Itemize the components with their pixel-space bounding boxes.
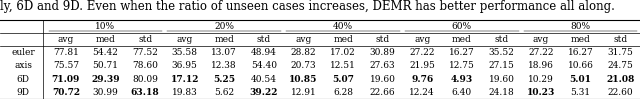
Text: 27.63: 27.63 bbox=[370, 61, 396, 70]
Text: 78.60: 78.60 bbox=[132, 61, 158, 70]
Text: 16.27: 16.27 bbox=[449, 48, 475, 57]
Text: avg: avg bbox=[533, 35, 549, 44]
Text: 5.01: 5.01 bbox=[570, 75, 591, 84]
Text: 6.40: 6.40 bbox=[452, 88, 472, 97]
Text: ly, 6D and 9D. Even when the ratio of unseen cases increases, DEMR has better pe: ly, 6D and 9D. Even when the ratio of un… bbox=[0, 0, 615, 13]
Text: 21.95: 21.95 bbox=[410, 61, 435, 70]
Text: 6D: 6D bbox=[17, 75, 29, 84]
Text: 10.29: 10.29 bbox=[528, 75, 554, 84]
Text: 17.12: 17.12 bbox=[170, 75, 199, 84]
Text: 20.73: 20.73 bbox=[291, 61, 316, 70]
Text: 30.89: 30.89 bbox=[370, 48, 396, 57]
Text: 13.07: 13.07 bbox=[211, 48, 237, 57]
Text: euler: euler bbox=[11, 48, 35, 57]
Text: 35.58: 35.58 bbox=[172, 48, 198, 57]
Text: med: med bbox=[214, 35, 234, 44]
Text: 35.52: 35.52 bbox=[488, 48, 515, 57]
Text: 27.15: 27.15 bbox=[488, 61, 515, 70]
Text: 70.72: 70.72 bbox=[52, 88, 80, 97]
Text: 27.22: 27.22 bbox=[528, 48, 554, 57]
Text: 63.18: 63.18 bbox=[131, 88, 159, 97]
Text: std: std bbox=[138, 35, 152, 44]
Text: 19.60: 19.60 bbox=[488, 75, 515, 84]
Text: 80%: 80% bbox=[570, 22, 591, 31]
Text: 40.54: 40.54 bbox=[251, 75, 277, 84]
Text: 28.82: 28.82 bbox=[291, 48, 316, 57]
Text: std: std bbox=[376, 35, 390, 44]
Text: 6.28: 6.28 bbox=[333, 88, 353, 97]
Text: 16.27: 16.27 bbox=[568, 48, 593, 57]
Text: 12.24: 12.24 bbox=[410, 88, 435, 97]
Text: 5.25: 5.25 bbox=[213, 75, 236, 84]
Text: 5.07: 5.07 bbox=[332, 75, 354, 84]
Text: 24.18: 24.18 bbox=[488, 88, 515, 97]
Text: 54.42: 54.42 bbox=[93, 48, 118, 57]
Text: med: med bbox=[571, 35, 591, 44]
Text: 4.93: 4.93 bbox=[451, 75, 473, 84]
Text: 5.62: 5.62 bbox=[214, 88, 234, 97]
Text: 9D: 9D bbox=[17, 88, 29, 97]
Text: 22.60: 22.60 bbox=[607, 88, 633, 97]
Text: med: med bbox=[452, 35, 472, 44]
Text: 10.23: 10.23 bbox=[527, 88, 556, 97]
Text: 12.75: 12.75 bbox=[449, 61, 475, 70]
Text: std: std bbox=[613, 35, 627, 44]
Text: axis: axis bbox=[14, 61, 32, 70]
Text: 10.66: 10.66 bbox=[568, 61, 593, 70]
Text: 21.08: 21.08 bbox=[606, 75, 634, 84]
Text: 19.60: 19.60 bbox=[370, 75, 396, 84]
Text: 12.51: 12.51 bbox=[330, 61, 356, 70]
Text: 77.81: 77.81 bbox=[53, 48, 79, 57]
Text: 19.83: 19.83 bbox=[172, 88, 198, 97]
Text: 12.91: 12.91 bbox=[291, 88, 316, 97]
Text: 39.22: 39.22 bbox=[250, 88, 278, 97]
Text: 54.40: 54.40 bbox=[251, 61, 277, 70]
Text: 27.22: 27.22 bbox=[410, 48, 435, 57]
Text: 77.52: 77.52 bbox=[132, 48, 158, 57]
Text: 5.31: 5.31 bbox=[570, 88, 591, 97]
Text: avg: avg bbox=[177, 35, 193, 44]
Text: 20%: 20% bbox=[214, 22, 234, 31]
Text: 75.57: 75.57 bbox=[53, 61, 79, 70]
Text: 50.71: 50.71 bbox=[92, 61, 118, 70]
Text: 18.96: 18.96 bbox=[528, 61, 554, 70]
Text: std: std bbox=[494, 35, 509, 44]
Text: avg: avg bbox=[295, 35, 312, 44]
Text: med: med bbox=[95, 35, 115, 44]
Text: 10.85: 10.85 bbox=[289, 75, 317, 84]
Text: avg: avg bbox=[414, 35, 430, 44]
Text: 12.38: 12.38 bbox=[211, 61, 237, 70]
Text: 22.66: 22.66 bbox=[370, 88, 396, 97]
Text: avg: avg bbox=[58, 35, 74, 44]
Text: 71.09: 71.09 bbox=[52, 75, 80, 84]
Text: 10%: 10% bbox=[95, 22, 116, 31]
Text: 40%: 40% bbox=[333, 22, 353, 31]
Text: 17.02: 17.02 bbox=[330, 48, 356, 57]
Text: 48.94: 48.94 bbox=[251, 48, 276, 57]
Text: std: std bbox=[257, 35, 271, 44]
Text: 24.75: 24.75 bbox=[607, 61, 633, 70]
Text: med: med bbox=[333, 35, 353, 44]
Text: 29.39: 29.39 bbox=[91, 75, 120, 84]
Text: 36.95: 36.95 bbox=[172, 61, 198, 70]
Text: 60%: 60% bbox=[452, 22, 472, 31]
Text: 9.76: 9.76 bbox=[411, 75, 433, 84]
Text: 31.75: 31.75 bbox=[607, 48, 633, 57]
Text: 30.99: 30.99 bbox=[93, 88, 118, 97]
Text: 80.09: 80.09 bbox=[132, 75, 158, 84]
